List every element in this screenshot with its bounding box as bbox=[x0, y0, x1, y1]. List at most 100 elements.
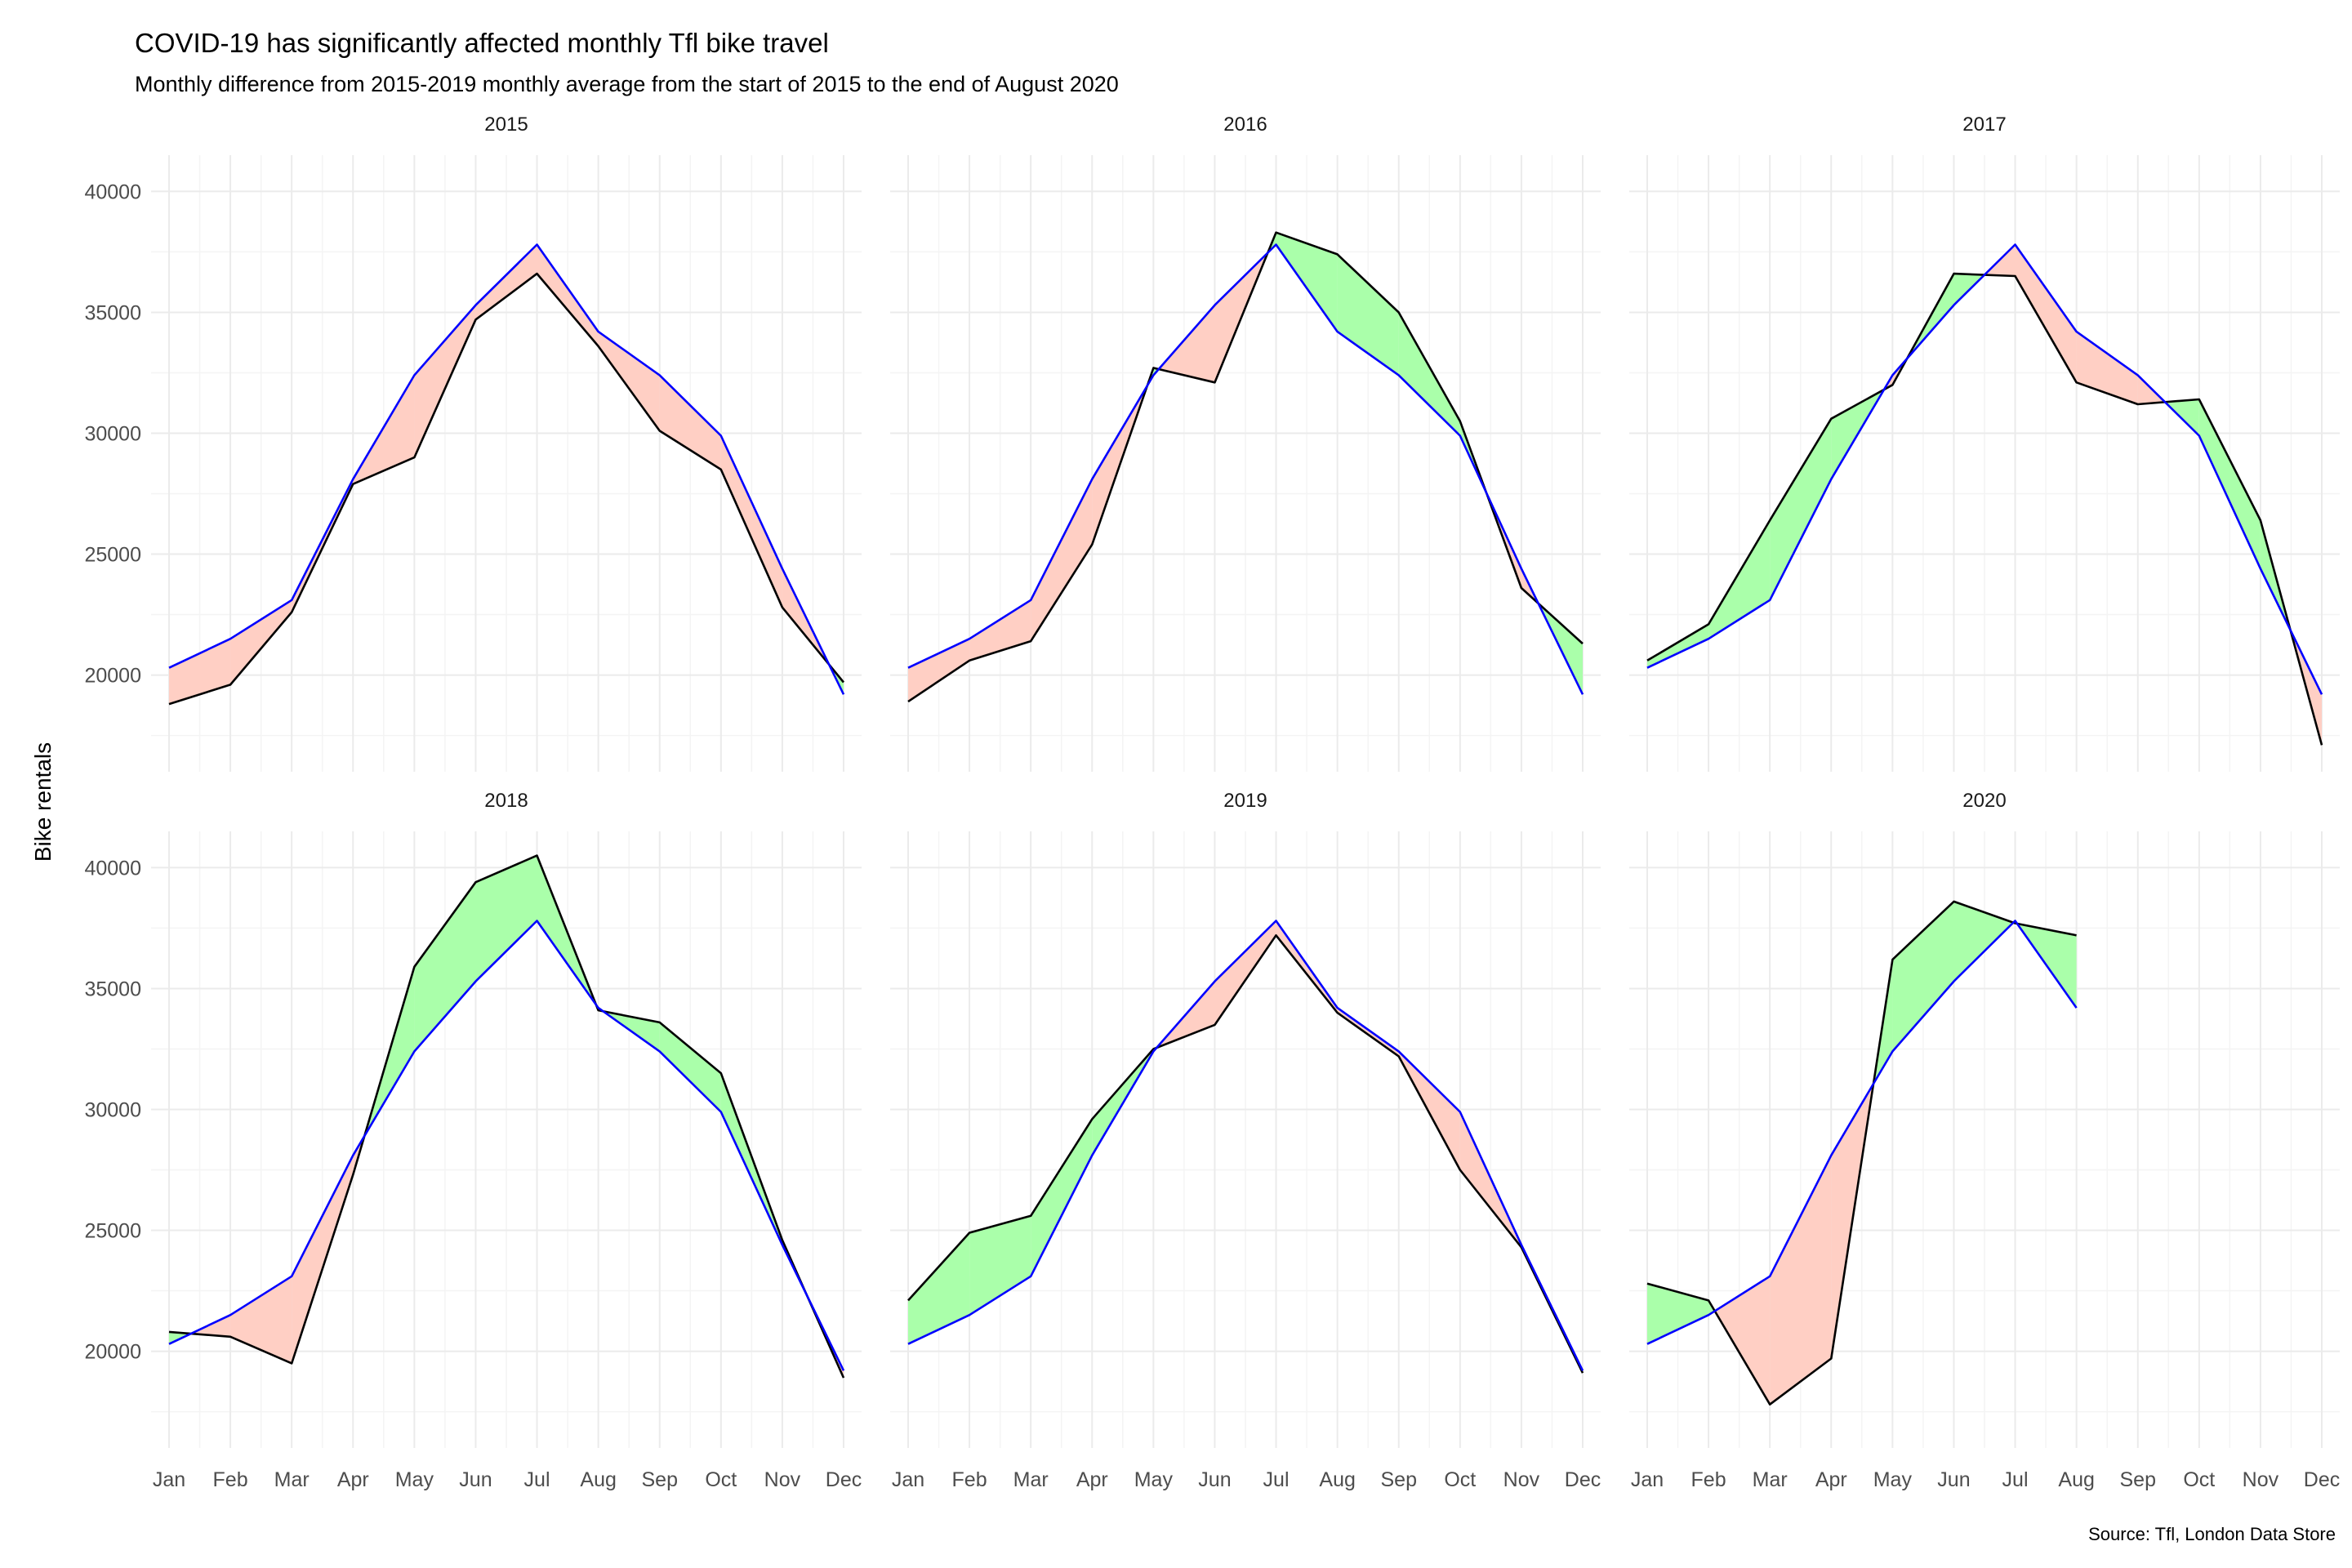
average-rentals-line bbox=[168, 243, 845, 695]
difference-ribbon bbox=[1398, 312, 1460, 436]
x-tick-label: Mar bbox=[274, 1468, 310, 1491]
x-tick-label: Dec bbox=[1565, 1468, 1601, 1491]
x-tick-label: Jun bbox=[1937, 1468, 1970, 1491]
average-rentals-line bbox=[907, 920, 1584, 1371]
panel-2019: 2019 Jan Feb Mar Apr May Jun Jul Aug Sep Oct Nov Dec bbox=[890, 790, 1601, 1491]
difference-ribbon bbox=[2076, 332, 2138, 404]
panel-label: 2020 bbox=[1962, 790, 2006, 812]
y-tick-label: 40000 bbox=[84, 180, 141, 203]
y-tick-label: 25000 bbox=[84, 1220, 141, 1243]
panel-label: 2019 bbox=[1223, 790, 1267, 812]
x-tick-label: Apr bbox=[337, 1468, 369, 1491]
difference-ribbon bbox=[659, 375, 721, 470]
x-tick-label: Apr bbox=[1815, 1468, 1847, 1491]
chart-subtitle: Monthly difference from 2015-2019 monthl… bbox=[135, 72, 1119, 96]
panel-label: 2018 bbox=[484, 790, 528, 812]
x-tick-label: Apr bbox=[1076, 1468, 1108, 1491]
y-tick-label: 30000 bbox=[84, 1098, 141, 1121]
x-tick-label: Nov bbox=[764, 1468, 801, 1491]
difference-ribbon bbox=[1031, 479, 1093, 642]
difference-ribbon bbox=[292, 1155, 354, 1364]
x-tick-label: Oct bbox=[1444, 1468, 1476, 1491]
y-tick-label: 35000 bbox=[84, 978, 141, 1000]
x-tick-label: Sep bbox=[2119, 1468, 2155, 1491]
actual-rentals-line bbox=[168, 272, 845, 706]
x-tick-label: May bbox=[395, 1468, 434, 1491]
difference-ribbon bbox=[659, 1022, 721, 1112]
difference-ribbon bbox=[475, 855, 537, 982]
x-tick-label: Jun bbox=[1198, 1468, 1231, 1491]
y-tick-label: 25000 bbox=[84, 544, 141, 567]
x-tick-label: Nov bbox=[2243, 1468, 2279, 1491]
difference-ribbon bbox=[1031, 1119, 1093, 1276]
difference-ribbon bbox=[908, 639, 970, 702]
panel-label: 2016 bbox=[1223, 114, 1267, 136]
x-tick-label: May bbox=[1134, 1468, 1174, 1491]
x-tick-label: Oct bbox=[2183, 1468, 2215, 1491]
actual-rentals-line bbox=[168, 854, 845, 1379]
x-tick-label: Aug bbox=[2058, 1468, 2094, 1491]
panel-2016: 2016 bbox=[890, 114, 1601, 772]
panel-2018: 2018 20000 25000 30000 35000 40000 Jan Feb Mar Ap… bbox=[84, 790, 862, 1491]
x-tick-label: Nov bbox=[1503, 1468, 1540, 1491]
difference-ribbon bbox=[475, 244, 537, 320]
x-tick-label: Aug bbox=[1319, 1468, 1355, 1491]
difference-ribbon bbox=[1770, 1155, 1832, 1405]
panel-2020: 2020 Jan Feb Mar Apr May Jun Jul Aug Sep Oct Nov Dec bbox=[1629, 790, 2340, 1491]
average-rentals-line bbox=[168, 920, 845, 1371]
x-tick-label: Jul bbox=[524, 1468, 550, 1491]
difference-ribbon bbox=[598, 332, 660, 431]
difference-ribbon bbox=[2015, 244, 2077, 383]
x-tick-label: Jan bbox=[153, 1468, 185, 1491]
panel-label: 2015 bbox=[484, 114, 528, 136]
difference-ribbon bbox=[1158, 305, 1215, 383]
chart-title: COVID-19 has significantly affected mont… bbox=[135, 28, 829, 58]
difference-ribbon bbox=[1276, 232, 1338, 332]
panel-2015: 2015 20000 25000 30000 35000 40000 bbox=[84, 114, 862, 772]
source-caption: Source: Tfl, London Data Store bbox=[2088, 1524, 2336, 1544]
x-tick-label: Jul bbox=[2002, 1468, 2029, 1491]
x-tick-label: Feb bbox=[213, 1468, 248, 1491]
average-rentals-line bbox=[1646, 920, 2078, 1345]
y-tick-label: 40000 bbox=[84, 857, 141, 880]
x-tick-label: Jun bbox=[459, 1468, 492, 1491]
difference-ribbon bbox=[969, 1215, 1031, 1316]
difference-ribbon bbox=[1714, 1276, 1771, 1405]
difference-ribbon bbox=[537, 244, 599, 346]
difference-ribbon bbox=[1214, 920, 1276, 1025]
x-tick-label: Feb bbox=[952, 1468, 987, 1491]
difference-ribbon bbox=[908, 1232, 970, 1344]
difference-ribbon bbox=[1647, 1283, 1709, 1344]
y-axis-label: Bike rentals bbox=[30, 742, 56, 862]
difference-ribbon bbox=[1892, 901, 1954, 1052]
average-rentals-line bbox=[907, 243, 1584, 695]
y-tick-label: 20000 bbox=[84, 1341, 141, 1364]
y-tick-label: 35000 bbox=[84, 301, 141, 324]
x-tick-label: Dec bbox=[2304, 1468, 2340, 1491]
x-tick-label: Sep bbox=[1380, 1468, 1416, 1491]
x-tick-label: Dec bbox=[826, 1468, 862, 1491]
x-tick-label: Mar bbox=[1013, 1468, 1049, 1491]
x-tick-label: Jan bbox=[1631, 1468, 1664, 1491]
panel-2017: 2017 bbox=[1629, 114, 2340, 772]
x-tick-label: Aug bbox=[580, 1468, 616, 1491]
difference-ribbon bbox=[1337, 254, 1399, 376]
difference-ribbon bbox=[720, 435, 782, 608]
difference-ribbon bbox=[230, 1276, 292, 1364]
difference-ribbon bbox=[230, 599, 292, 685]
average-rentals-line bbox=[1646, 243, 2323, 695]
x-tick-label: Feb bbox=[1691, 1468, 1726, 1491]
difference-ribbon bbox=[414, 882, 476, 1052]
difference-ribbon bbox=[1647, 624, 1709, 668]
actual-rentals-line bbox=[907, 934, 1584, 1374]
y-tick-label: 30000 bbox=[84, 422, 141, 445]
panels-layer: 2015 20000 25000 30000 35000 40000 2016 2017 201… bbox=[84, 114, 2340, 1491]
difference-ribbon bbox=[169, 639, 231, 705]
x-tick-label: Jul bbox=[1263, 1468, 1290, 1491]
actual-rentals-line bbox=[1646, 900, 2077, 1405]
panel-label: 2017 bbox=[1962, 114, 2006, 136]
x-tick-label: May bbox=[1873, 1468, 1913, 1491]
x-tick-label: Oct bbox=[705, 1468, 737, 1491]
x-tick-label: Sep bbox=[641, 1468, 677, 1491]
